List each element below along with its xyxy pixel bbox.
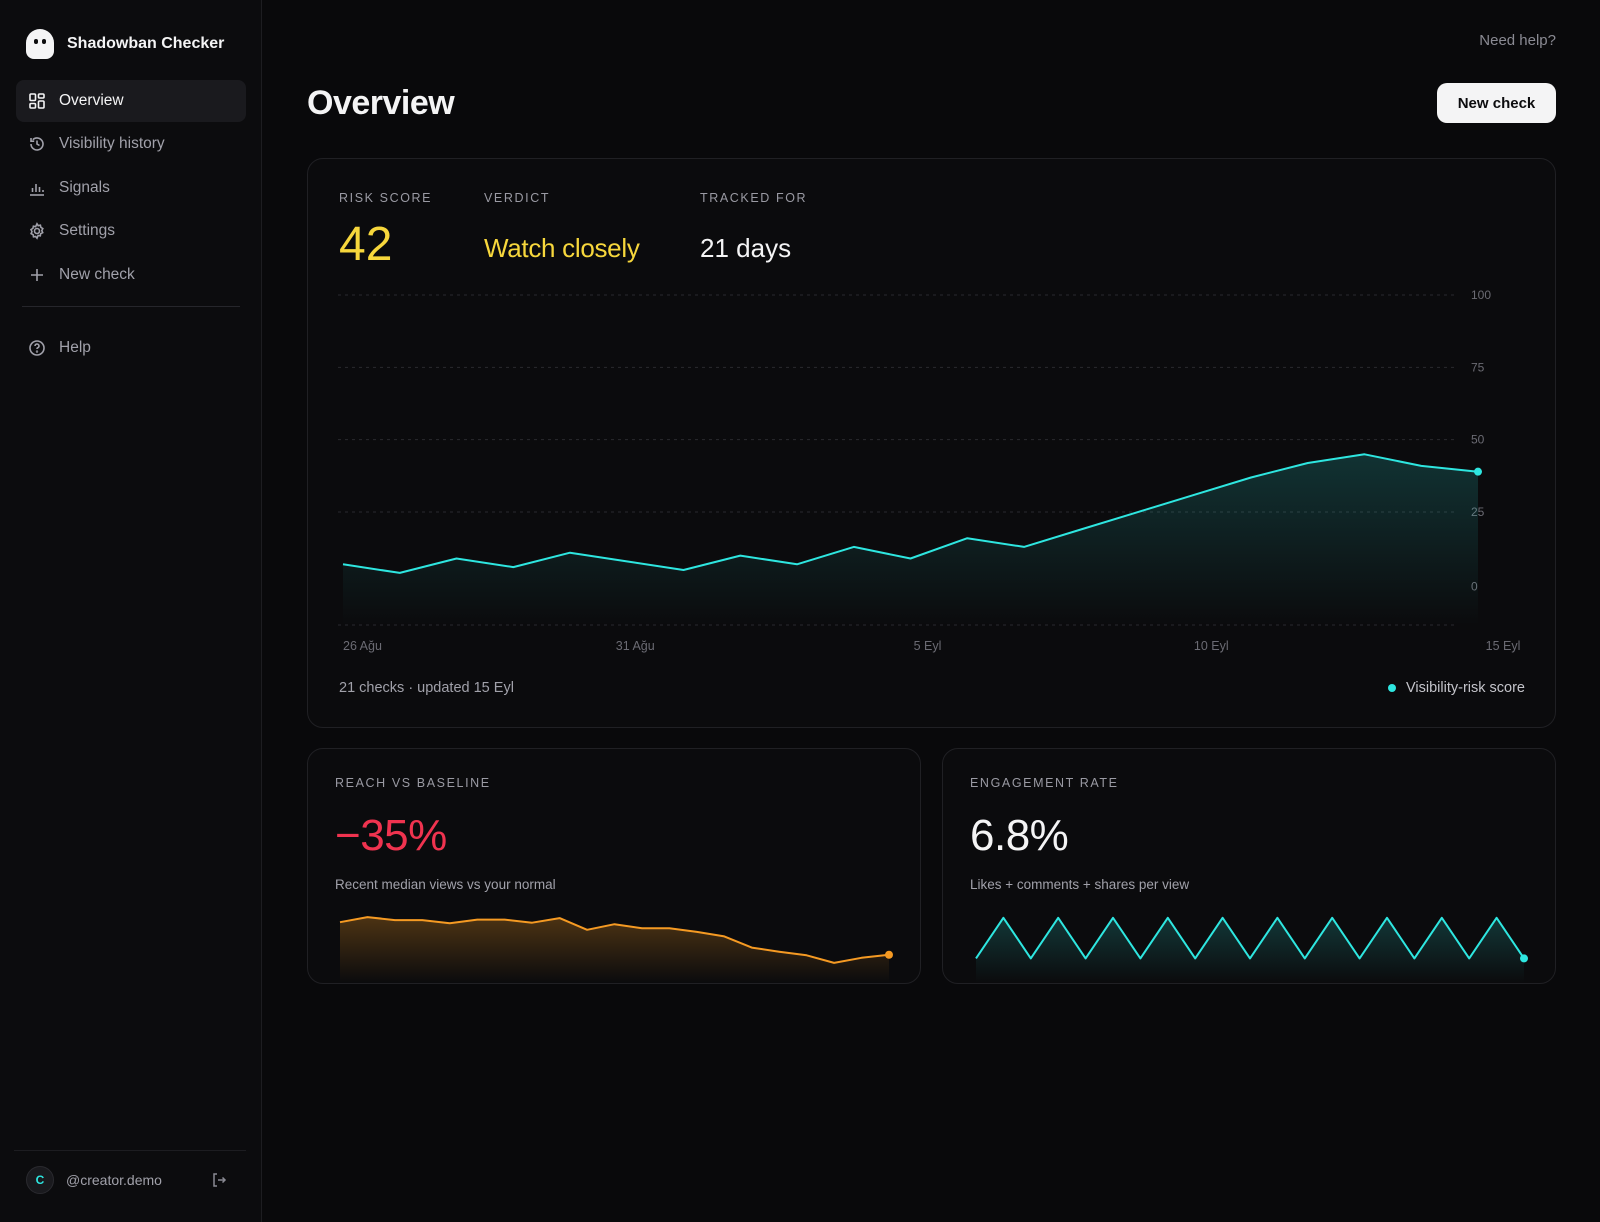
risk-score-value: 42	[339, 218, 393, 271]
sidebar-item-label: Signals	[59, 178, 110, 196]
reach-vs-baseline-card: REACH VS BASELINE −35% Recent median vie…	[307, 748, 921, 984]
risk-score-label: RISK SCORE	[339, 191, 433, 205]
sidebar-item-visibility-history[interactable]: Visibility history	[16, 123, 246, 165]
sidebar-item-label: Settings	[59, 222, 116, 240]
engagement-rate-card: ENGAGEMENT RATE 6.8% Likes + comments + …	[942, 748, 1556, 984]
sidebar-item-signals[interactable]: Signals	[16, 167, 246, 209]
reach-label: REACH VS BASELINE	[335, 776, 491, 790]
sidebar-item-label: New check	[59, 265, 135, 283]
account-handle: @creator.demo	[66, 1171, 162, 1188]
history-icon	[28, 135, 46, 153]
app-name: Shadowban Checker	[67, 35, 225, 52]
x-tick-label: 15 Eyl	[1486, 639, 1521, 653]
y-tick-label: 75	[1471, 360, 1485, 374]
chart-legend: Visibility-risk score	[1388, 680, 1525, 696]
avatar[interactable]: C	[26, 1165, 54, 1194]
account-bar: C @creator.demo	[14, 1150, 246, 1198]
page-title: Overview	[307, 84, 455, 122]
engagement-sparkline	[975, 916, 1528, 983]
sidebar-item-settings[interactable]: Settings	[16, 210, 246, 252]
grid-icon	[28, 92, 46, 110]
bar-chart-icon	[28, 179, 46, 197]
sidebar-item-overview[interactable]: Overview	[16, 80, 246, 122]
engagement-label: ENGAGEMENT RATE	[970, 776, 1119, 790]
data-point	[1474, 467, 1482, 476]
sparkline-endpoint	[1520, 954, 1528, 963]
sidebar-item-label: Overview	[59, 92, 124, 109]
verdict-label: VERDICT	[484, 191, 551, 205]
x-tick-label: 26 Ağu	[343, 639, 382, 653]
risk-score-stat: RISK SCORE	[339, 191, 432, 205]
y-tick-label: 100	[1471, 288, 1491, 302]
verdict-value: Watch closely	[484, 233, 640, 263]
x-tick-label: 5 Eyl	[914, 639, 942, 653]
reach-value: −35%	[335, 811, 447, 860]
tracked-for-value: 21 days	[700, 233, 792, 263]
sparkline-endpoint	[885, 950, 893, 959]
chart-footer-status: 21 checks · updated 15 Eyl	[339, 680, 514, 696]
need-help-link[interactable]: Need help?	[1479, 32, 1556, 49]
new-check-button[interactable]: New check	[1437, 83, 1556, 123]
tracked-for-stat: TRACKED FOR	[700, 191, 807, 205]
sidebar-divider	[22, 305, 240, 307]
sparkline-area	[340, 917, 889, 983]
verdict-stat: VERDICT	[484, 191, 550, 205]
logout-icon[interactable]	[210, 1171, 228, 1189]
help-circle-icon	[28, 339, 46, 357]
sidebar-item-label: Help	[59, 338, 91, 356]
legend-label: Visibility-risk score	[1406, 680, 1525, 696]
risk-score-card: RISK SCORE 42 VERDICT Watch closely TRAC…	[307, 158, 1556, 728]
brand[interactable]: Shadowban Checker	[26, 28, 224, 60]
plus-icon	[28, 266, 46, 284]
reach-sparkline	[339, 916, 893, 983]
engagement-value: 6.8%	[970, 811, 1069, 860]
tracked-for-label: TRACKED FOR	[700, 191, 808, 205]
sparkline-line	[975, 916, 1525, 960]
sidebar-item-new-check[interactable]: New check	[16, 254, 246, 296]
gear-icon	[28, 222, 46, 240]
sparkline-line	[339, 916, 890, 964]
sidebar: Shadowban Checker Overview Visibility hi…	[0, 0, 262, 1222]
ghost-logo-icon	[26, 29, 54, 59]
sidebar-item-label: Visibility history	[59, 135, 165, 153]
y-tick-label: 50	[1471, 433, 1485, 447]
x-tick-label: 10 Eyl	[1194, 639, 1229, 653]
risk-area-fill	[343, 454, 1478, 625]
sparkline-area	[976, 917, 1524, 983]
reach-subtitle: Recent median views vs your normal	[335, 877, 556, 892]
risk-score-line	[342, 453, 1479, 574]
engagement-subtitle: Likes + comments + shares per view	[970, 877, 1190, 892]
legend-swatch	[1388, 684, 1397, 692]
sidebar-item-help[interactable]: Help	[16, 327, 246, 369]
x-tick-label: 31 Ağu	[616, 639, 655, 653]
sidebar-nav: Overview Visibility history Signals Sett…	[16, 80, 246, 370]
